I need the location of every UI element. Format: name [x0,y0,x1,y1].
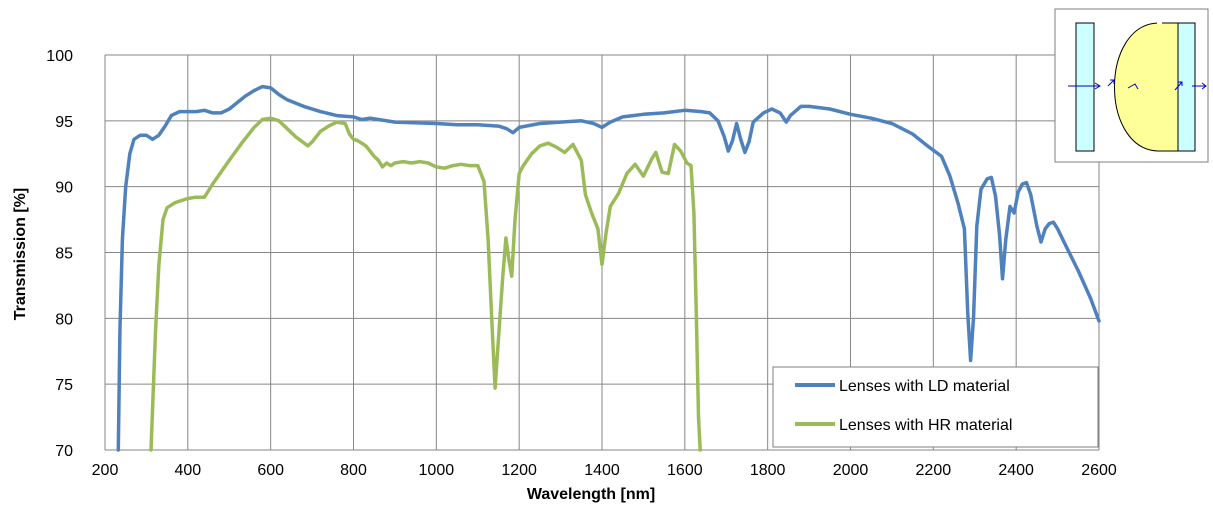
x-tick-label: 2200 [916,462,952,479]
lens-diagram-inset [1054,8,1209,163]
legend-box [772,366,1099,448]
y-tick-label: 70 [55,443,73,460]
y-tick-label: 75 [55,377,73,394]
light-path-arrows [1068,79,1207,91]
x-tick-label: 2600 [1081,462,1117,479]
x-tick-label: 1600 [667,462,703,479]
legend-label-hr: Lenses with HR material [839,417,1012,434]
y-tick-label: 85 [55,246,73,263]
x-tick-label: 1000 [419,462,455,479]
y-tick-label: 100 [46,48,73,65]
x-tick-label: 400 [174,462,201,479]
series-lines [116,84,1101,452]
x-tick-label: 2000 [833,462,869,479]
legend: Lenses with LD material Lenses with HR m… [772,366,1099,448]
x-tick-label: 600 [257,462,284,479]
x-tick-label: 1200 [501,462,537,479]
y-tick-label: 90 [55,180,73,197]
series-line-0 [116,84,1101,452]
x-tick-label: 1400 [584,462,620,479]
lens-element [1114,22,1179,152]
series-line-1 [149,116,702,452]
x-tick-label: 200 [92,462,119,479]
axes [104,55,1099,451]
legend-label-ld: Lenses with LD material [839,378,1010,395]
y-tick-label: 80 [55,311,73,328]
x-tick-labels: 200 400 600 800 1000 1200 1400 1600 1800 2000 2200… [92,462,1117,479]
x-tick-label: 1800 [750,462,786,479]
y-axis-title: Transmission [%] [12,188,29,320]
x-tick-label: 2400 [998,462,1034,479]
y-tick-labels: 70 75 80 85 90 95 100 [46,48,73,460]
x-tick-label: 800 [340,462,367,479]
right-window-plate [1177,22,1196,152]
left-window-plate [1075,22,1095,152]
y-tick-label: 95 [55,114,73,131]
x-axis-title: Wavelength [nm] [527,486,655,503]
